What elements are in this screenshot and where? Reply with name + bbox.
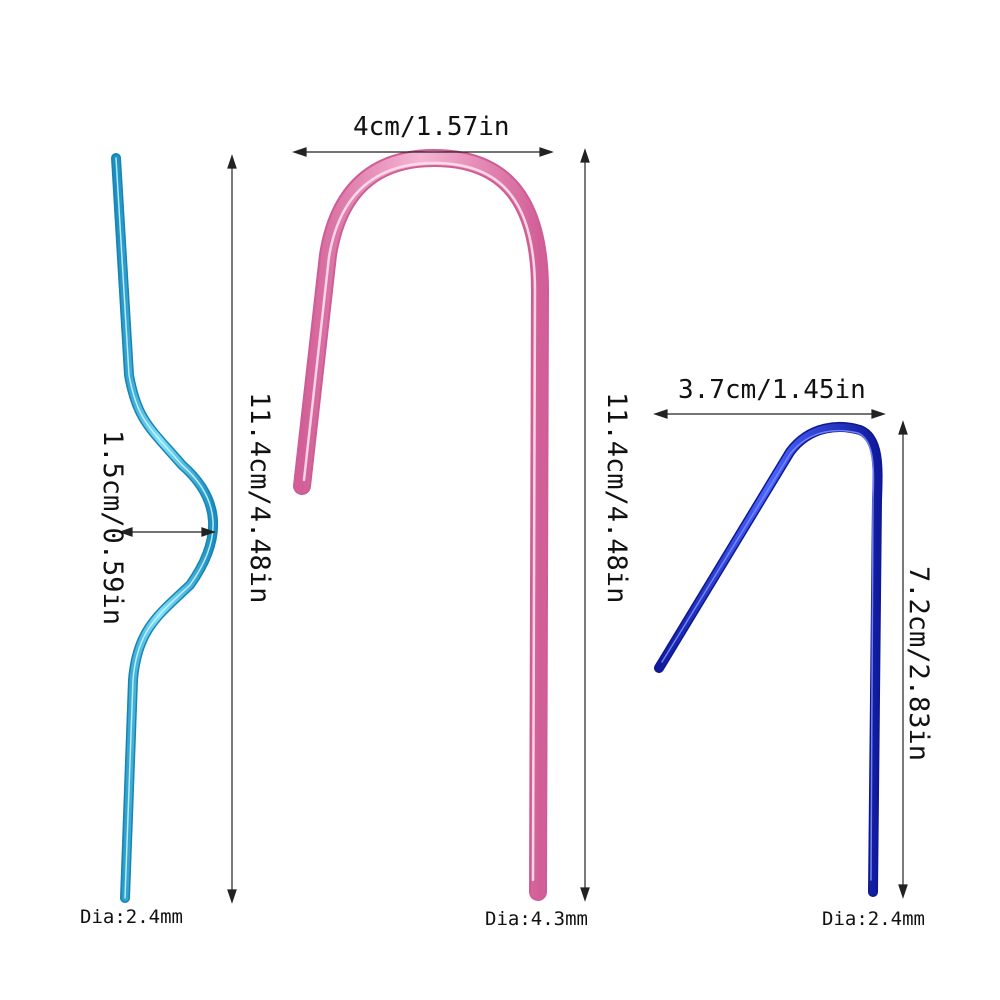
- blue-width-arrow: [653, 409, 886, 419]
- blue-diameter-label: Dia:2.4mm: [822, 908, 925, 930]
- cyan-bend-arrow: [118, 527, 216, 537]
- blue-height-label: 7.2cm/2.83in: [903, 566, 934, 762]
- cyan-height-label: 11.4cm/4.48in: [244, 392, 275, 604]
- cyan-height-arrow: [227, 154, 237, 904]
- dimension-lines: [118, 147, 908, 904]
- cyan-cable-needle: [111, 153, 219, 903]
- cyan-diameter-label: Dia:2.4mm: [80, 906, 183, 928]
- blue-width-label: 3.7cm/1.45in: [678, 375, 866, 405]
- pink-diameter-label: Dia:4.3mm: [485, 908, 588, 930]
- pink-width-label: 4cm/1.57in: [353, 112, 510, 142]
- pink-height-arrow: [580, 148, 590, 902]
- pink-u-needle: [293, 149, 549, 901]
- blue-height-arrow: [898, 420, 908, 899]
- blue-u-needle: [654, 422, 883, 897]
- pink-width-arrow: [292, 147, 554, 157]
- pink-height-label: 11.4cm/4.48in: [601, 392, 632, 604]
- cyan-bend-label: 1.5cm/0.59in: [97, 430, 128, 626]
